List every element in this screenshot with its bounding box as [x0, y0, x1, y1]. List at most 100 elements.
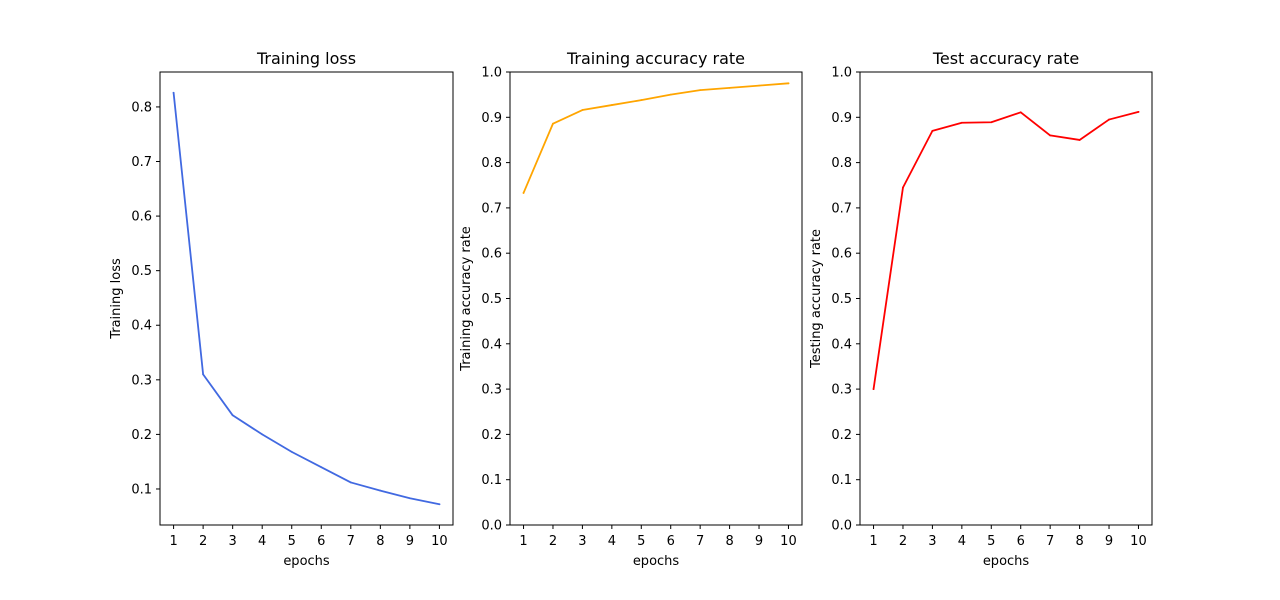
y-tick-label: 0.4	[131, 319, 152, 334]
x-tick-label: 5	[987, 534, 995, 549]
data-point	[931, 129, 934, 132]
x-axis-label: epochs	[633, 554, 680, 569]
data-point	[552, 122, 554, 125]
data-point	[902, 186, 904, 189]
y-tick-label: 0.6	[131, 210, 152, 225]
data-point	[408, 497, 411, 500]
x-tick-label: 3	[928, 534, 936, 549]
x-axis-label: epochs	[283, 554, 330, 569]
y-tick-label: 0.5	[831, 292, 852, 307]
data-point	[172, 91, 175, 94]
y-tick-label: 1.0	[481, 66, 502, 81]
data-point	[349, 481, 352, 484]
y-tick-label: 0.7	[131, 155, 152, 170]
chart-panel-3: 1 2 3 4 5 6 7 8 9 10 0.0 0.1 0.2 0.3 0.4 0.5 0.6 0.7 0.8 0.…	[809, 49, 1153, 569]
x-tick-label: 3	[578, 534, 586, 549]
data-point	[872, 388, 875, 390]
data-point	[581, 109, 584, 111]
x-tick-label: 10	[1130, 534, 1147, 549]
data-point	[1078, 139, 1081, 141]
data-point	[758, 84, 760, 87]
y-tick-label: 0.3	[831, 383, 852, 398]
data-point	[1049, 134, 1052, 137]
series-line	[522, 82, 790, 194]
x-tick-label: 1	[869, 534, 877, 549]
data-point	[960, 121, 963, 124]
y-axis-label: Training accuracy rate	[459, 226, 474, 372]
x-tick-label: 1	[169, 534, 177, 549]
y-tick-label: 0.5	[481, 292, 502, 307]
data-point	[320, 466, 323, 469]
y-tick-label: 0.8	[831, 156, 852, 171]
x-tick-label: 5	[288, 534, 296, 549]
y-axis-label: Testing accuracy rate	[809, 229, 824, 369]
data-point	[787, 82, 790, 85]
data-point	[1137, 110, 1140, 113]
x-axis-label: epochs	[983, 554, 1030, 569]
y-tick-label: 0.0	[831, 519, 852, 534]
data-point	[610, 104, 613, 106]
plot-area-frame	[159, 71, 454, 526]
data-point	[1019, 111, 1022, 114]
x-tick-label: 3	[229, 534, 237, 549]
y-tick-label: 0.9	[831, 111, 852, 126]
x-tick-label: 8	[376, 534, 384, 549]
data-point	[728, 86, 731, 89]
x-tick-label: 10	[780, 534, 797, 549]
plot-area-frame	[509, 71, 803, 526]
x-tick-label: 4	[608, 534, 616, 549]
chart-title: Training accuracy rate	[566, 49, 745, 68]
y-tick-label: 0.2	[831, 428, 852, 443]
y-tick-label: 0.1	[831, 473, 852, 488]
x-tick-label: 4	[258, 534, 266, 549]
data-point	[438, 503, 441, 506]
x-tick-label: 4	[958, 534, 966, 549]
data-point	[640, 99, 643, 101]
x-tick-label: 8	[725, 534, 733, 549]
y-tick-label: 0.0	[481, 519, 502, 534]
chart-title: Test accuracy rate	[932, 49, 1079, 68]
data-point	[202, 373, 205, 376]
data-point	[669, 93, 672, 96]
data-point	[522, 192, 525, 194]
y-tick-label: 0.9	[481, 111, 502, 126]
y-tick-label: 0.4	[481, 337, 502, 352]
series-line	[872, 110, 1140, 391]
x-tick-label: 7	[696, 534, 704, 549]
x-tick-label: 2	[549, 534, 557, 549]
y-tick-label: 0.1	[131, 482, 152, 497]
x-tick-label: 9	[755, 534, 763, 549]
x-tick-label: 6	[317, 534, 325, 549]
y-tick-label: 0.6	[831, 247, 852, 262]
y-tick-label: 0.3	[481, 383, 502, 398]
y-tick-label: 0.1	[481, 473, 502, 488]
y-tick-label: 1.0	[831, 66, 852, 81]
x-tick-label: 8	[1075, 534, 1083, 549]
y-tick-label: 0.5	[131, 264, 152, 279]
chart-title: Training loss	[256, 49, 356, 68]
x-tick-label: 9	[406, 534, 414, 549]
y-tick-label: 0.3	[131, 373, 152, 388]
y-tick-label: 0.8	[481, 156, 502, 171]
y-tick-label: 0.7	[831, 201, 852, 216]
data-point	[261, 433, 264, 436]
y-tick-label: 0.4	[831, 337, 852, 352]
data-point	[699, 89, 702, 92]
x-tick-label: 10	[431, 534, 448, 549]
plot-area-frame	[859, 71, 1153, 526]
x-tick-label: 6	[1017, 534, 1025, 549]
x-tick-label: 7	[347, 534, 355, 549]
data-point	[231, 414, 234, 417]
data-point	[990, 121, 993, 124]
y-axis-label: Training loss	[109, 258, 124, 340]
series-line	[172, 91, 441, 506]
data-point	[290, 450, 293, 453]
y-tick-label: 0.6	[481, 247, 502, 262]
data-point	[379, 489, 382, 492]
y-tick-label: 0.2	[481, 428, 502, 443]
x-tick-label: 5	[637, 534, 645, 549]
chart-panel-1: 1 2 3 4 5 6 7 8 9 10 0.1 0.2 0.3 0.4 0.5 0.6 0.7 0.8 Train…	[109, 49, 454, 569]
y-tick-label: 0.8	[131, 100, 152, 115]
data-point	[1108, 118, 1110, 121]
